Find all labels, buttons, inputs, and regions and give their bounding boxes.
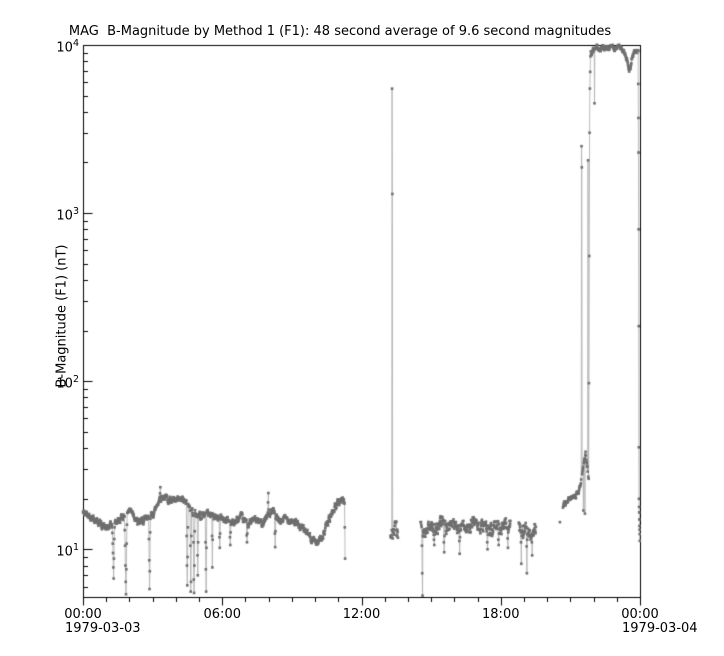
y-tick-label-10e3: 103	[56, 206, 79, 224]
x-tick-label-0: 00:00	[64, 607, 102, 622]
date-label-right: 1979-03-04	[622, 621, 698, 636]
chart-title: MAG B-Magnitude by Method 1 (F1): 48 sec…	[68, 24, 612, 39]
x-tick-label-1: 06:00	[203, 607, 241, 622]
y-tick-label-10e1: 101	[56, 542, 79, 560]
x-tick-label-2: 12:00	[342, 607, 381, 622]
x-tick-label-3: 18:00	[482, 607, 520, 622]
date-label-left: 1979-03-03	[65, 621, 141, 636]
x-tick-label-4: 00:00	[621, 607, 659, 622]
y-tick-label-10e2: 102	[56, 374, 79, 392]
y-axis-label: B-Magnitude (F1) (nT)	[54, 244, 70, 388]
y-tick-label-10e4: 104	[56, 38, 79, 56]
